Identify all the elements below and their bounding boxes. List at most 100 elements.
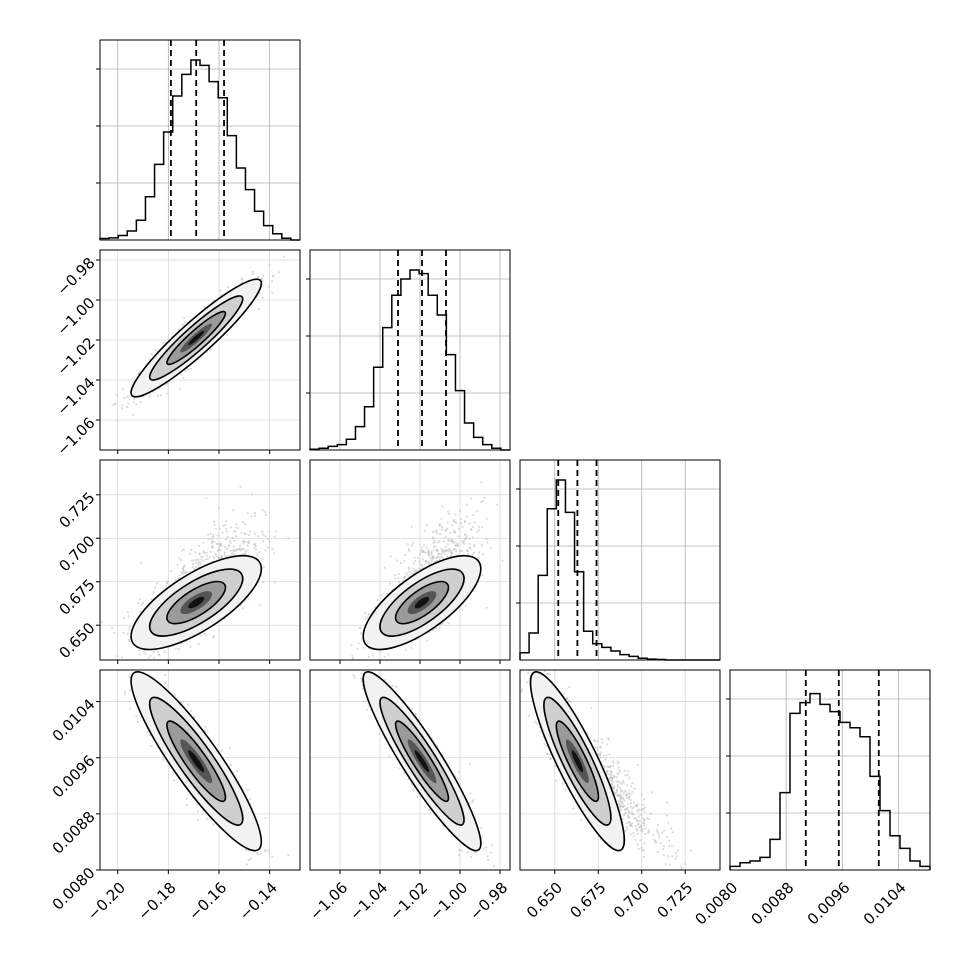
scatter-point — [418, 553, 421, 556]
scatter-point — [178, 557, 181, 560]
scatter-point — [138, 598, 142, 601]
scatter-point — [410, 544, 414, 547]
scatter-point — [132, 401, 135, 404]
scatter-point — [271, 275, 275, 278]
scatter-point — [529, 508, 531, 510]
scatter-point — [226, 334, 229, 337]
panel-frame — [309, 249, 511, 451]
scatter-point — [218, 557, 221, 560]
scatter-point — [170, 570, 173, 573]
scatter-point — [459, 517, 462, 520]
scatter-point — [472, 551, 476, 554]
scatter-point — [250, 515, 253, 518]
scatter-point — [501, 559, 504, 562]
scatter-point — [233, 548, 236, 551]
scatter-point — [182, 376, 185, 379]
scatter-point — [215, 542, 218, 546]
scatter-point — [243, 532, 246, 535]
histogram-line — [519, 479, 720, 661]
scatter-point — [162, 341, 165, 345]
scatter-point — [457, 543, 460, 546]
scatter-point — [241, 553, 244, 556]
scatter-point — [197, 563, 200, 566]
scatter-point — [398, 580, 401, 583]
scatter-point — [271, 291, 274, 294]
scatter-point — [225, 530, 229, 533]
scatter-point — [245, 863, 248, 866]
scatter-point — [412, 562, 416, 565]
scatter-point — [351, 654, 354, 657]
scatter-point — [432, 541, 435, 544]
scatter-point — [262, 566, 266, 569]
scatter-point — [214, 527, 217, 530]
scatter-point — [181, 573, 184, 576]
scatter-point — [235, 523, 238, 526]
scatter-point — [242, 548, 245, 551]
scatter-point — [193, 559, 196, 562]
scatter-point — [465, 503, 468, 506]
scatter-point — [152, 591, 155, 594]
scatter-point — [295, 877, 297, 879]
scatter-point — [219, 549, 222, 552]
scatter-point — [139, 653, 142, 656]
scatter-point — [368, 655, 371, 659]
scatter-point — [435, 627, 438, 630]
scatter-point — [111, 403, 114, 406]
scatter-point — [230, 554, 233, 557]
scatter-point — [433, 539, 436, 542]
scatter-point — [182, 316, 186, 319]
scatter-point — [412, 541, 415, 544]
scatter-point — [200, 555, 203, 558]
scatter-point — [189, 552, 192, 555]
scatter-point — [446, 527, 449, 531]
scatter-point — [166, 580, 169, 583]
scatter-point — [149, 654, 152, 657]
scatter-point — [136, 652, 138, 654]
scatter-point — [127, 638, 130, 642]
scatter-point — [211, 538, 214, 541]
scatter-point — [470, 497, 473, 500]
scatter-point — [155, 582, 158, 585]
scatter-point — [436, 532, 439, 535]
scatter-point — [425, 546, 429, 550]
scatter-point — [422, 549, 425, 552]
scatter-point — [451, 540, 455, 543]
scatter-point — [459, 550, 462, 553]
scatter-point — [254, 515, 257, 518]
scatter-point — [138, 649, 141, 652]
scatter-point — [258, 292, 261, 295]
scatter-point — [387, 653, 390, 656]
scatter-point — [125, 406, 129, 409]
scatter-point — [257, 307, 261, 311]
scatter-point — [421, 558, 424, 561]
scatter-panel-2-0 — [96, 459, 301, 664]
scatter-point — [438, 626, 441, 629]
scatter-point — [476, 530, 479, 534]
scatter-point — [227, 544, 230, 547]
scatter-point — [414, 560, 417, 563]
scatter-point — [413, 556, 416, 559]
scatter-point — [198, 553, 201, 556]
scatter-point — [191, 566, 194, 569]
scatter-point — [218, 545, 221, 548]
scatter-point — [419, 563, 422, 566]
scatter-point — [261, 557, 264, 561]
scatter-point — [489, 546, 492, 549]
scatter-point — [283, 255, 286, 258]
scatter-point — [257, 535, 260, 538]
scatter-point — [268, 540, 271, 543]
scatter-point — [262, 533, 265, 536]
scatter-point — [363, 611, 367, 615]
scatter-point — [157, 395, 160, 398]
scatter-point — [403, 576, 406, 579]
scatter-point — [206, 551, 209, 554]
scatter-point — [211, 546, 214, 549]
scatter-point — [480, 481, 483, 484]
scatter-point — [215, 554, 218, 557]
scatter-point — [123, 690, 127, 693]
density-contour — [414, 596, 430, 609]
scatter-point — [263, 510, 266, 514]
scatter-point — [166, 382, 169, 385]
scatter-point — [431, 555, 435, 558]
